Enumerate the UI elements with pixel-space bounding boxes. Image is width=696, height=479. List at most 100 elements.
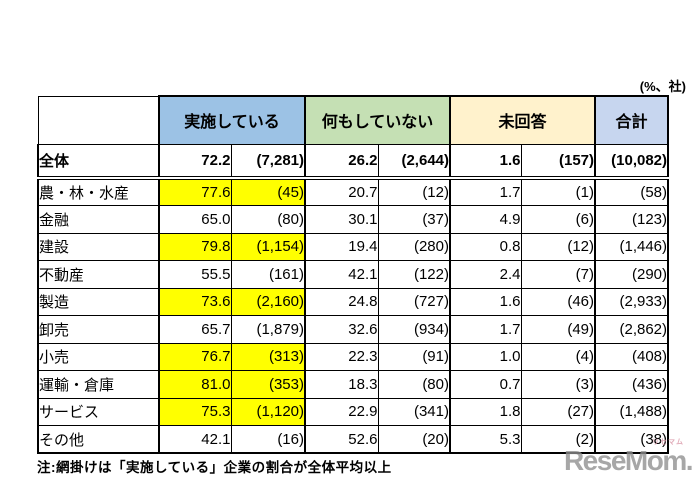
value-cell: (122) [377,260,451,289]
industry-label: サービス [37,397,160,426]
value-cell: 65.7 [158,315,232,344]
table-row: その他 42.1 (16) 52.6 (20) 5.3 (2) (38) [37,425,670,454]
value-cell: (727) [377,287,451,316]
value-cell: 32.6 [304,315,379,344]
value-cell: 30.1 [304,205,379,234]
watermark-ruby-text: リセマム [652,439,684,446]
value-cell: (1) [520,177,596,206]
value-cell: 26.2 [304,143,379,180]
value-cell: (123) [594,205,670,234]
value-cell: (157) [520,143,596,180]
value-cell: 73.6 [158,287,232,316]
value-cell: (2,862) [594,315,670,344]
value-cell: 0.8 [449,232,522,261]
industry-label: 金融 [37,205,160,234]
table-row: 農・林・水産 77.6 (45) 20.7 (12) 1.7 (1) (58) [37,177,670,206]
value-cell: (7,281) [230,143,306,180]
value-cell: 1.7 [449,315,522,344]
table-row: 金融 65.0 (80) 30.1 (37) 4.9 (6) (123) [37,205,670,234]
header-nothing: 何もしていない [304,95,451,145]
value-cell: 1.0 [449,342,522,371]
industry-label: 農・林・水産 [37,177,160,206]
value-cell: (3) [520,370,596,399]
industry-label: 不動産 [37,260,160,289]
value-cell: (2) [520,425,596,454]
value-cell: 81.0 [158,370,232,399]
value-cell: (436) [594,370,670,399]
value-cell: 22.9 [304,397,379,426]
survey-table: 実施している 何もしていない 未回答 合計 全体 72.2 (7,281) 26… [37,95,670,454]
table-row: 製造 73.6 (2,160) 24.8 (727) 1.6 (46) (2,9… [37,287,670,316]
value-cell: 55.5 [158,260,232,289]
value-cell: (80) [230,205,306,234]
value-cell: 1.7 [449,177,522,206]
value-cell: (80) [377,370,451,399]
value-cell: 20.7 [304,177,379,206]
value-cell: 1.6 [449,287,522,316]
industry-label: 製造 [37,287,160,316]
table-row: 小売 76.7 (313) 22.3 (91) 1.0 (4) (408) [37,342,670,371]
value-cell: (353) [230,370,306,399]
industry-label: その他 [37,425,160,454]
table-row-overall: 全体 72.2 (7,281) 26.2 (2,644) 1.6 (157) (… [37,143,670,180]
value-cell: 22.3 [304,342,379,371]
table-row: 卸売 65.7 (1,879) 32.6 (934) 1.7 (49) (2,8… [37,315,670,344]
footnote: 注:網掛けは「実施している」企業の割合が全体平均以上 [37,460,392,475]
value-cell: (2,160) [230,287,306,316]
value-cell: 1.8 [449,397,522,426]
value-cell: 79.8 [158,232,232,261]
value-cell: (12) [377,177,451,206]
table-row: 運輸・倉庫 81.0 (353) 18.3 (80) 0.7 (3) (436) [37,370,670,399]
value-cell: 4.9 [449,205,522,234]
value-cell: 42.1 [158,425,232,454]
value-cell: (1,120) [230,397,306,426]
value-cell: (12) [520,232,596,261]
value-cell: (45) [230,177,306,206]
value-cell: (91) [377,342,451,371]
value-cell: (161) [230,260,306,289]
industry-label: 小売 [37,342,160,371]
unit-label: (%、社) [639,79,686,94]
value-cell: 42.1 [304,260,379,289]
value-cell: 18.3 [304,370,379,399]
table-row: 建設 79.8 (1,154) 19.4 (280) 0.8 (12) (1,4… [37,232,670,261]
value-cell: 19.4 [304,232,379,261]
value-cell: (27) [520,397,596,426]
value-cell: (934) [377,315,451,344]
value-cell: (1,154) [230,232,306,261]
industry-label: 卸売 [37,315,160,344]
header-noanswer: 未回答 [448,95,596,145]
value-cell: (2,644) [377,143,451,180]
value-cell: 77.6 [158,177,232,206]
value-cell: (49) [520,315,596,344]
resemom-logo: ReseMom. [563,445,694,476]
value-cell: (280) [377,232,451,261]
value-cell: (38) [594,425,670,454]
value-cell: (1,488) [594,397,670,426]
resemom-watermark: リセマム ReseMom. [563,439,694,476]
value-cell: 5.3 [449,425,522,454]
table-row: 不動産 55.5 (161) 42.1 (122) 2.4 (7) (290) [37,260,670,289]
value-cell: 76.7 [158,342,232,371]
value-cell: 75.3 [158,397,232,426]
value-cell: 1.6 [449,143,522,180]
value-cell: (290) [594,260,670,289]
value-cell: (1,446) [594,232,670,261]
value-cell: (20) [377,425,451,454]
value-cell: (6) [520,205,596,234]
value-cell: (37) [377,205,451,234]
header-row: 実施している 何もしていない 未回答 合計 [37,95,670,145]
value-cell: (4) [520,342,596,371]
value-cell: (16) [230,425,306,454]
value-cell: (10,082) [594,143,670,180]
value-cell: 0.7 [449,370,522,399]
header-blank-cell [37,95,160,145]
value-cell: 52.6 [304,425,379,454]
value-cell: (46) [520,287,596,316]
value-cell: 65.0 [158,205,232,234]
value-cell: 2.4 [449,260,522,289]
value-cell: (2,933) [594,287,670,316]
industry-label: 全体 [37,143,160,180]
value-cell: 24.8 [304,287,379,316]
